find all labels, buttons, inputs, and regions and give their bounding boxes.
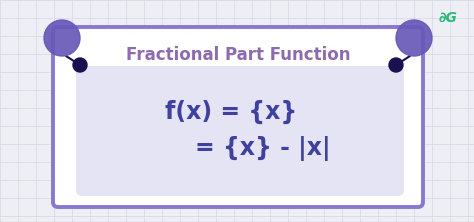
Text: ∂G: ∂G <box>438 11 457 25</box>
Text: Fractional Part Function: Fractional Part Function <box>126 46 350 64</box>
FancyBboxPatch shape <box>53 27 423 207</box>
FancyBboxPatch shape <box>76 66 404 196</box>
Circle shape <box>44 20 80 56</box>
Circle shape <box>73 58 87 72</box>
Text: = {x} - |x|: = {x} - |x| <box>195 135 331 161</box>
Circle shape <box>396 20 432 56</box>
Text: f(x) = {x}: f(x) = {x} <box>165 100 297 124</box>
Circle shape <box>389 58 403 72</box>
